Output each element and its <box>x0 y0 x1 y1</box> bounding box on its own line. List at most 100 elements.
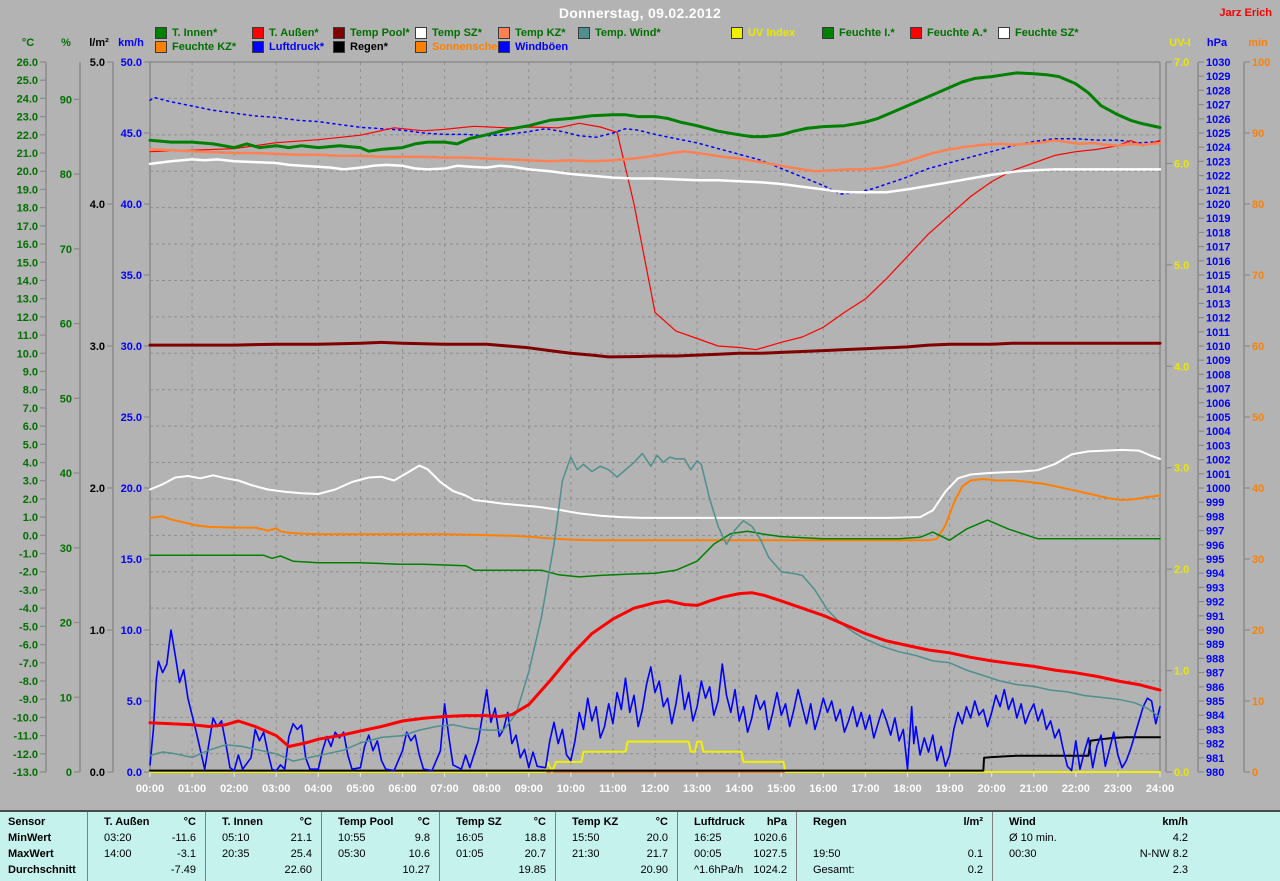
legend-label: Temp SZ* <box>432 27 482 39</box>
legend-swatch-icon <box>415 41 427 53</box>
legend-label: Windböen <box>515 41 569 53</box>
stats-value-row: 05:10 21.1 <box>206 830 322 846</box>
axis-tick-label-min: 90 <box>1252 128 1264 140</box>
axis-tick-label-hpa: 1017 <box>1206 242 1230 254</box>
stat-time: 15:50 <box>572 832 600 844</box>
axis-tick-label-hpa: 1010 <box>1206 341 1230 353</box>
axis-tick-label-hpa: 1020 <box>1206 199 1230 211</box>
axis-tick-label-lm2: 5.0 <box>90 57 105 69</box>
axis-tick-label-lm2: 3.0 <box>90 341 105 353</box>
sensor-name: Luftdruck <box>694 816 745 828</box>
axis-tick-label-kmh: 15.0 <box>121 554 142 566</box>
axis-tick-label-c: 0.0 <box>23 530 38 542</box>
axis-tick-label-uv: 1.0 <box>1174 666 1189 678</box>
axis-tick-label-c: -11.0 <box>14 731 38 743</box>
stat-time <box>556 862 640 878</box>
axis-tick-label-hpa: 1016 <box>1206 256 1230 268</box>
stat-time: 10:55 <box>338 832 366 844</box>
axis-tick-label-hpa: 1014 <box>1206 284 1231 296</box>
stats-col-temp-kz: Temp KZ °C 15:50 20.0 21:30 21.7 20.90 <box>556 812 678 881</box>
axis-tick-label-c: 17.0 <box>17 221 38 233</box>
stat-value: 18.8 <box>524 832 546 844</box>
stats-value-row <box>797 830 993 846</box>
stats-value-row: 00:05 1027.5 <box>678 846 797 862</box>
axis-tick-label-hpa: 1003 <box>1206 440 1230 452</box>
stats-header-row: Luftdruck hPa <box>678 814 797 830</box>
axis-tick-label-hpa: 1012 <box>1206 313 1230 325</box>
stats-value-row: 10.27 <box>322 862 440 878</box>
axis-title-lm2: l/m² <box>89 37 109 49</box>
axis-tick-label-c: 13.0 <box>17 294 38 306</box>
stat-time: Gesamt: <box>813 864 855 876</box>
stat-time: 03:20 <box>104 832 132 844</box>
stats-value-row: 20:35 25.4 <box>206 846 322 862</box>
axis-tick-label-uv: 6.0 <box>1174 158 1189 170</box>
axis-tick-label-c: -7.0 <box>19 658 38 670</box>
axis-tick-label-pct: 60 <box>60 319 72 331</box>
stat-time <box>440 862 518 878</box>
sensor-name: Temp Pool <box>338 816 394 828</box>
axis-tick-label-hpa: 1025 <box>1206 128 1230 140</box>
series-feuchte-sz <box>149 448 1161 519</box>
stat-value <box>983 830 993 846</box>
axis-tick-label-c: 4.0 <box>23 458 38 470</box>
stat-value: 4.2 <box>1172 832 1188 844</box>
stats-value-row: 03:20 -11.6 <box>88 830 206 846</box>
axis-tick-label-c: 20.0 <box>17 166 38 178</box>
legend-label: Temp Pool* <box>350 27 410 39</box>
legend-item-temp-sz-: Temp SZ* <box>415 27 482 39</box>
axis-tick-label-c: 14.0 <box>17 275 38 287</box>
axis-tick-label-hpa: 993 <box>1206 582 1224 594</box>
legend-item-feuchte-i-: Feuchte I.* <box>822 27 895 39</box>
stats-value-row: 21:30 21.7 <box>556 846 678 862</box>
axis-tick-label-hpa: 998 <box>1206 511 1224 523</box>
axis-tick-label-c: -3.0 <box>19 585 38 597</box>
stats-col-temp-pool: Temp Pool °C 10:55 9.8 05:30 10.6 10.27 <box>322 812 440 881</box>
axis-tick-label-hpa: 987 <box>1206 668 1224 680</box>
axis-tick-label-c: 16.0 <box>17 239 38 251</box>
axis-tick-label-min: 10 <box>1252 696 1264 708</box>
axis-tick-label-kmh: 0.0 <box>127 767 142 779</box>
x-tick-label: 09:00 <box>515 783 543 795</box>
stat-value: -7.49 <box>170 864 196 876</box>
legend-label: Sonnenschein <box>432 41 508 53</box>
x-tick-label: 15:00 <box>767 783 795 795</box>
stats-value-row: 01:05 20.7 <box>440 846 556 862</box>
author-label: Jarz Erich <box>1219 7 1272 19</box>
axis-tick-label-hpa: 999 <box>1206 497 1224 509</box>
legend-swatch-icon <box>252 27 264 39</box>
axis-tick-label-min: 60 <box>1252 341 1264 353</box>
axis-tick-label-hpa: 980 <box>1206 767 1224 779</box>
axis-tick-label-kmh: 40.0 <box>121 199 142 211</box>
axis-tick-label-c: 21.0 <box>17 148 38 160</box>
x-tick-label: 20:00 <box>978 783 1006 795</box>
legend-swatch-icon <box>498 41 510 53</box>
x-tick-label: 08:00 <box>473 783 501 795</box>
axis-tick-label-hpa: 1013 <box>1206 298 1230 310</box>
x-tick-label: 21:00 <box>1020 783 1048 795</box>
axis-tick-label-hpa: 991 <box>1206 611 1224 623</box>
stat-value: 25.4 <box>290 848 312 860</box>
sensor-unit: km/h <box>1162 816 1188 828</box>
x-tick-label: 18:00 <box>893 783 921 795</box>
axis-tick-label-c: 3.0 <box>23 476 38 488</box>
axis-tick-label-pct: 10 <box>60 692 72 704</box>
legend-swatch-icon <box>333 41 345 53</box>
axis-tick-label-hpa: 1029 <box>1206 71 1230 83</box>
stats-value-row: -7.49 <box>88 862 206 878</box>
axis-tick-label-hpa: 1004 <box>1206 426 1231 438</box>
x-tick-label: 05:00 <box>346 783 374 795</box>
legend-swatch-icon <box>998 27 1010 39</box>
x-tick-label: 07:00 <box>431 783 459 795</box>
sensor-name: Temp SZ <box>456 816 502 828</box>
stat-time <box>797 830 983 846</box>
stat-value: 10.27 <box>402 864 430 876</box>
stat-value: 20.7 <box>524 848 546 860</box>
axis-tick-label-c: 26.0 <box>17 57 38 69</box>
stats-header-row: Temp SZ °C <box>440 814 556 830</box>
axis-tick-label-kmh: 5.0 <box>127 696 142 708</box>
axis-tick-label-hpa: 1026 <box>1206 114 1230 126</box>
axis-tick-label-hpa: 1027 <box>1206 100 1230 112</box>
stat-time <box>206 862 284 878</box>
